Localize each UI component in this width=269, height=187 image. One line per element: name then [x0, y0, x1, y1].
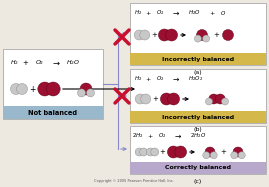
Text: +: + [209, 10, 215, 16]
Text: $H_2$: $H_2$ [134, 9, 142, 17]
Circle shape [168, 93, 180, 105]
Bar [3, 106, 103, 119]
Circle shape [140, 30, 150, 40]
Circle shape [166, 29, 178, 41]
Circle shape [203, 35, 210, 42]
Circle shape [196, 30, 207, 41]
Circle shape [77, 89, 86, 97]
Text: $O$: $O$ [220, 9, 226, 17]
Circle shape [194, 35, 201, 42]
Circle shape [158, 29, 170, 41]
Circle shape [10, 84, 22, 94]
Text: $H_2$: $H_2$ [134, 75, 142, 83]
Text: +: + [213, 32, 219, 38]
Text: $2H_2O$: $2H_2O$ [190, 131, 206, 140]
Circle shape [205, 147, 215, 157]
Circle shape [233, 147, 243, 157]
Text: $\rightarrow$: $\rightarrow$ [51, 59, 61, 68]
Text: (a): (a) [194, 70, 202, 74]
Bar [3, 49, 103, 119]
Bar [130, 111, 266, 123]
Text: $O_2$: $O_2$ [35, 59, 44, 68]
Circle shape [231, 152, 238, 159]
Circle shape [222, 30, 233, 41]
Text: Not balanced: Not balanced [29, 110, 77, 116]
Text: +: + [147, 134, 153, 139]
Circle shape [46, 82, 60, 96]
Text: $\rightarrow$: $\rightarrow$ [171, 8, 181, 18]
Bar [130, 53, 266, 65]
Text: Correctly balanced: Correctly balanced [165, 165, 231, 171]
Text: +: + [151, 32, 157, 38]
Circle shape [38, 82, 52, 96]
Bar [130, 126, 266, 174]
Circle shape [238, 152, 245, 159]
Circle shape [221, 98, 228, 105]
Text: +: + [145, 10, 151, 16]
Circle shape [134, 30, 144, 40]
Circle shape [209, 94, 219, 104]
Circle shape [167, 146, 179, 158]
Text: +: + [159, 149, 165, 155]
Bar [130, 162, 266, 174]
Text: $H_2O_2$: $H_2O_2$ [188, 75, 203, 83]
Text: Incorrectly balanced: Incorrectly balanced [162, 56, 234, 62]
Text: $O_2$: $O_2$ [156, 75, 164, 83]
Bar [130, 69, 266, 123]
Text: $O_2$: $O_2$ [158, 131, 167, 140]
Circle shape [141, 94, 151, 104]
Text: +: + [29, 85, 35, 94]
Circle shape [135, 148, 143, 156]
Text: $H_2$: $H_2$ [10, 59, 19, 68]
Text: $H_2O$: $H_2O$ [188, 9, 201, 17]
Circle shape [215, 94, 225, 104]
Text: $O_2$: $O_2$ [156, 9, 164, 17]
Circle shape [160, 93, 172, 105]
Text: (b): (b) [194, 128, 202, 133]
Text: +: + [220, 149, 226, 155]
Text: Copyright © 2005 Pearson Prentice Hall, Inc.: Copyright © 2005 Pearson Prentice Hall, … [94, 179, 174, 183]
Circle shape [203, 152, 210, 159]
Circle shape [80, 83, 92, 95]
Text: (c): (c) [194, 179, 202, 183]
Circle shape [175, 146, 187, 158]
Circle shape [140, 148, 148, 156]
Text: $\rightarrow$: $\rightarrow$ [171, 74, 181, 84]
Circle shape [210, 152, 217, 159]
Circle shape [146, 148, 154, 156]
Circle shape [87, 89, 94, 97]
Circle shape [151, 148, 159, 156]
Text: +: + [22, 60, 28, 66]
Bar [130, 3, 266, 65]
Circle shape [135, 94, 145, 104]
Circle shape [16, 84, 27, 94]
Text: Incorrectly balanced: Incorrectly balanced [162, 114, 234, 119]
Text: +: + [145, 76, 151, 82]
Text: $H_2O$: $H_2O$ [66, 59, 80, 68]
Text: $2H_2$: $2H_2$ [132, 131, 144, 140]
Text: $\rightarrow$: $\rightarrow$ [173, 131, 183, 140]
Text: +: + [152, 96, 158, 102]
Circle shape [206, 98, 213, 105]
